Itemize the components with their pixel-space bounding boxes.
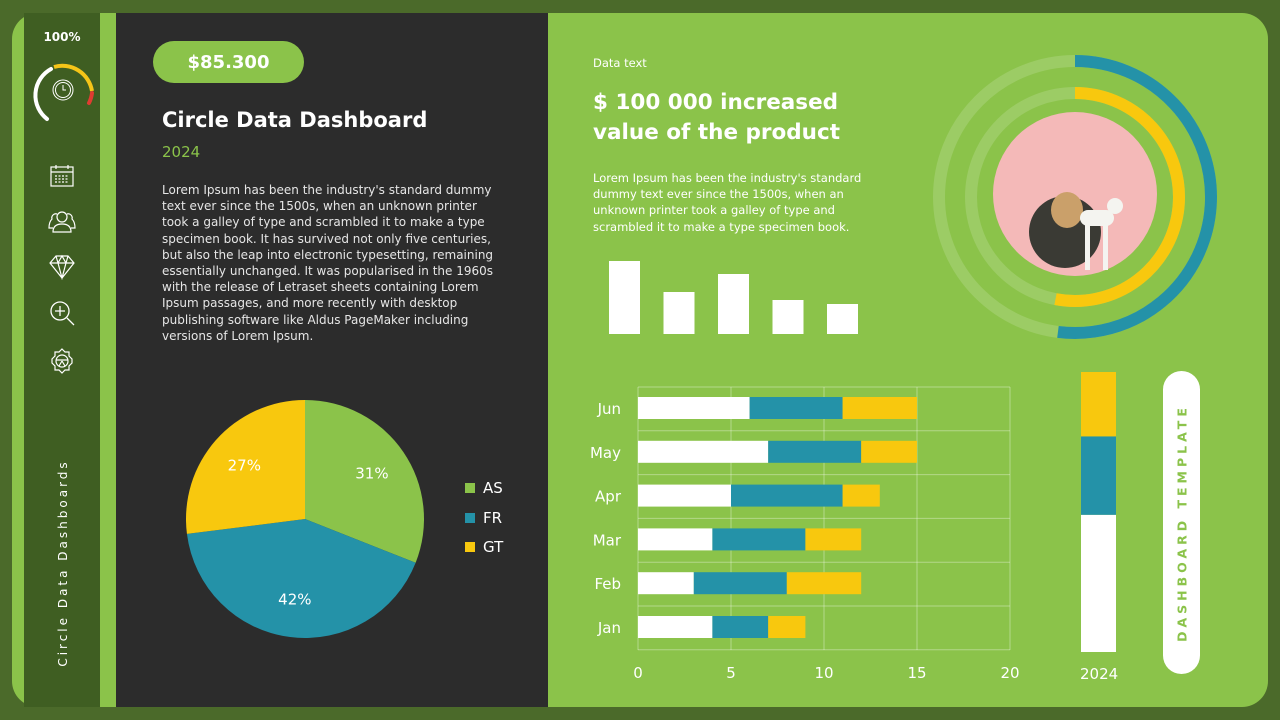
photo-dog-body	[1080, 210, 1114, 226]
legend-label: FR	[483, 509, 503, 527]
x-tick-label: 20	[1000, 664, 1019, 682]
small-bar	[772, 300, 804, 334]
y-tick-label: May	[590, 444, 621, 462]
right-description: Lorem Ipsum has been the industry's stan…	[593, 171, 862, 234]
legend-swatch	[465, 542, 475, 552]
stacked-bar-segment	[712, 528, 806, 551]
eyebrow-label: Data text	[593, 56, 647, 70]
gauge-danger	[87, 91, 94, 105]
legend-item-fr: FR	[465, 509, 502, 527]
headline: $ 100 000 increased value of the product	[593, 90, 841, 145]
y-tick-label: Jan	[597, 619, 621, 637]
y-tick-label: Feb	[594, 575, 621, 593]
small-bar	[663, 292, 695, 334]
x-tick-label: 5	[726, 664, 736, 682]
legend-label: GT	[483, 538, 504, 556]
stacked-bar-segment	[731, 484, 843, 507]
ring-progress	[1057, 55, 1217, 339]
pie-label: 42%	[278, 590, 311, 608]
ring-progress	[1054, 87, 1185, 307]
stacked-bar-segment	[638, 528, 713, 551]
photo-dog-leg	[1103, 224, 1108, 270]
stacked-bar-segment	[638, 484, 731, 507]
photo-dog-head	[1107, 198, 1123, 214]
stacked-bar-segment	[712, 616, 769, 638]
photo-hair	[1051, 192, 1083, 228]
stacked-bar-segment	[861, 440, 917, 463]
stacked-bar-segment	[638, 616, 713, 638]
stacked-bar-segment	[638, 440, 769, 463]
small-bar	[718, 274, 749, 334]
photo-dog-leg	[1085, 224, 1090, 270]
legend-item-gt: GT	[465, 538, 503, 556]
x-tick-label: 10	[814, 664, 833, 682]
pie-slice-as	[305, 400, 424, 563]
x-tick-label: 15	[907, 664, 926, 682]
zoom-in-icon[interactable]	[48, 299, 76, 327]
x-tick-label: 0	[633, 664, 643, 682]
legend-swatch	[465, 513, 475, 523]
pie-slice-fr	[186, 519, 416, 639]
y-tick-label: Jun	[597, 400, 621, 418]
vertical-stack-segment	[1081, 436, 1116, 515]
stacked-bar-segment	[786, 572, 862, 595]
stacked-bar-segment	[842, 397, 917, 419]
badge-label: DASHBOARD TEMPLATE	[1174, 403, 1189, 642]
pie-chart: 31% 42% 27%	[186, 400, 424, 639]
small-bar	[827, 304, 858, 334]
legend-label: AS	[483, 479, 503, 497]
settings-gear-icon[interactable]	[48, 347, 76, 375]
legend-swatch	[465, 483, 475, 493]
gauge-fill	[53, 63, 94, 92]
users-icon[interactable]	[48, 207, 76, 235]
stacked-bar-segment	[768, 440, 862, 463]
calendar-icon[interactable]	[48, 162, 76, 190]
stack-year-label: 2024	[1080, 665, 1119, 683]
year-label: 2024	[162, 143, 201, 161]
vertical-stack-segment	[1081, 372, 1116, 437]
pie-label: 31%	[355, 465, 388, 483]
pie-slice-gt	[186, 400, 305, 534]
pie-label: 27%	[228, 456, 261, 474]
clock-icon	[52, 79, 74, 101]
gauge-percent: 100%	[43, 30, 81, 44]
dashboard-template-badge: DASHBOARD TEMPLATE	[1163, 371, 1200, 674]
stacked-bar-segment	[805, 528, 862, 551]
gauge-track	[33, 67, 53, 121]
amount-badge: $85.300	[153, 41, 304, 83]
vertical-stack-segment	[1081, 514, 1116, 652]
stacked-bar-segment	[842, 484, 880, 507]
stacked-bar-segment	[638, 572, 694, 595]
stacked-bar-segment	[749, 397, 843, 419]
stacked-bar-segment	[693, 572, 787, 595]
description-text: Lorem Ipsum has been the industry's stan…	[162, 183, 494, 343]
stacked-bar-segment	[638, 397, 750, 419]
stacked-bar-segment	[768, 616, 806, 638]
y-tick-label: Mar	[593, 531, 622, 549]
y-tick-label: Apr	[595, 488, 622, 506]
diamond-icon[interactable]	[48, 252, 76, 280]
page-title: Circle Data Dashboard	[162, 108, 428, 132]
right-charts: 0 5 10 15 20 Jan Feb Mar Apr May Jun	[590, 55, 1217, 682]
legend-item-as: AS	[465, 479, 503, 497]
small-bar	[609, 261, 640, 334]
gauge	[33, 63, 94, 121]
